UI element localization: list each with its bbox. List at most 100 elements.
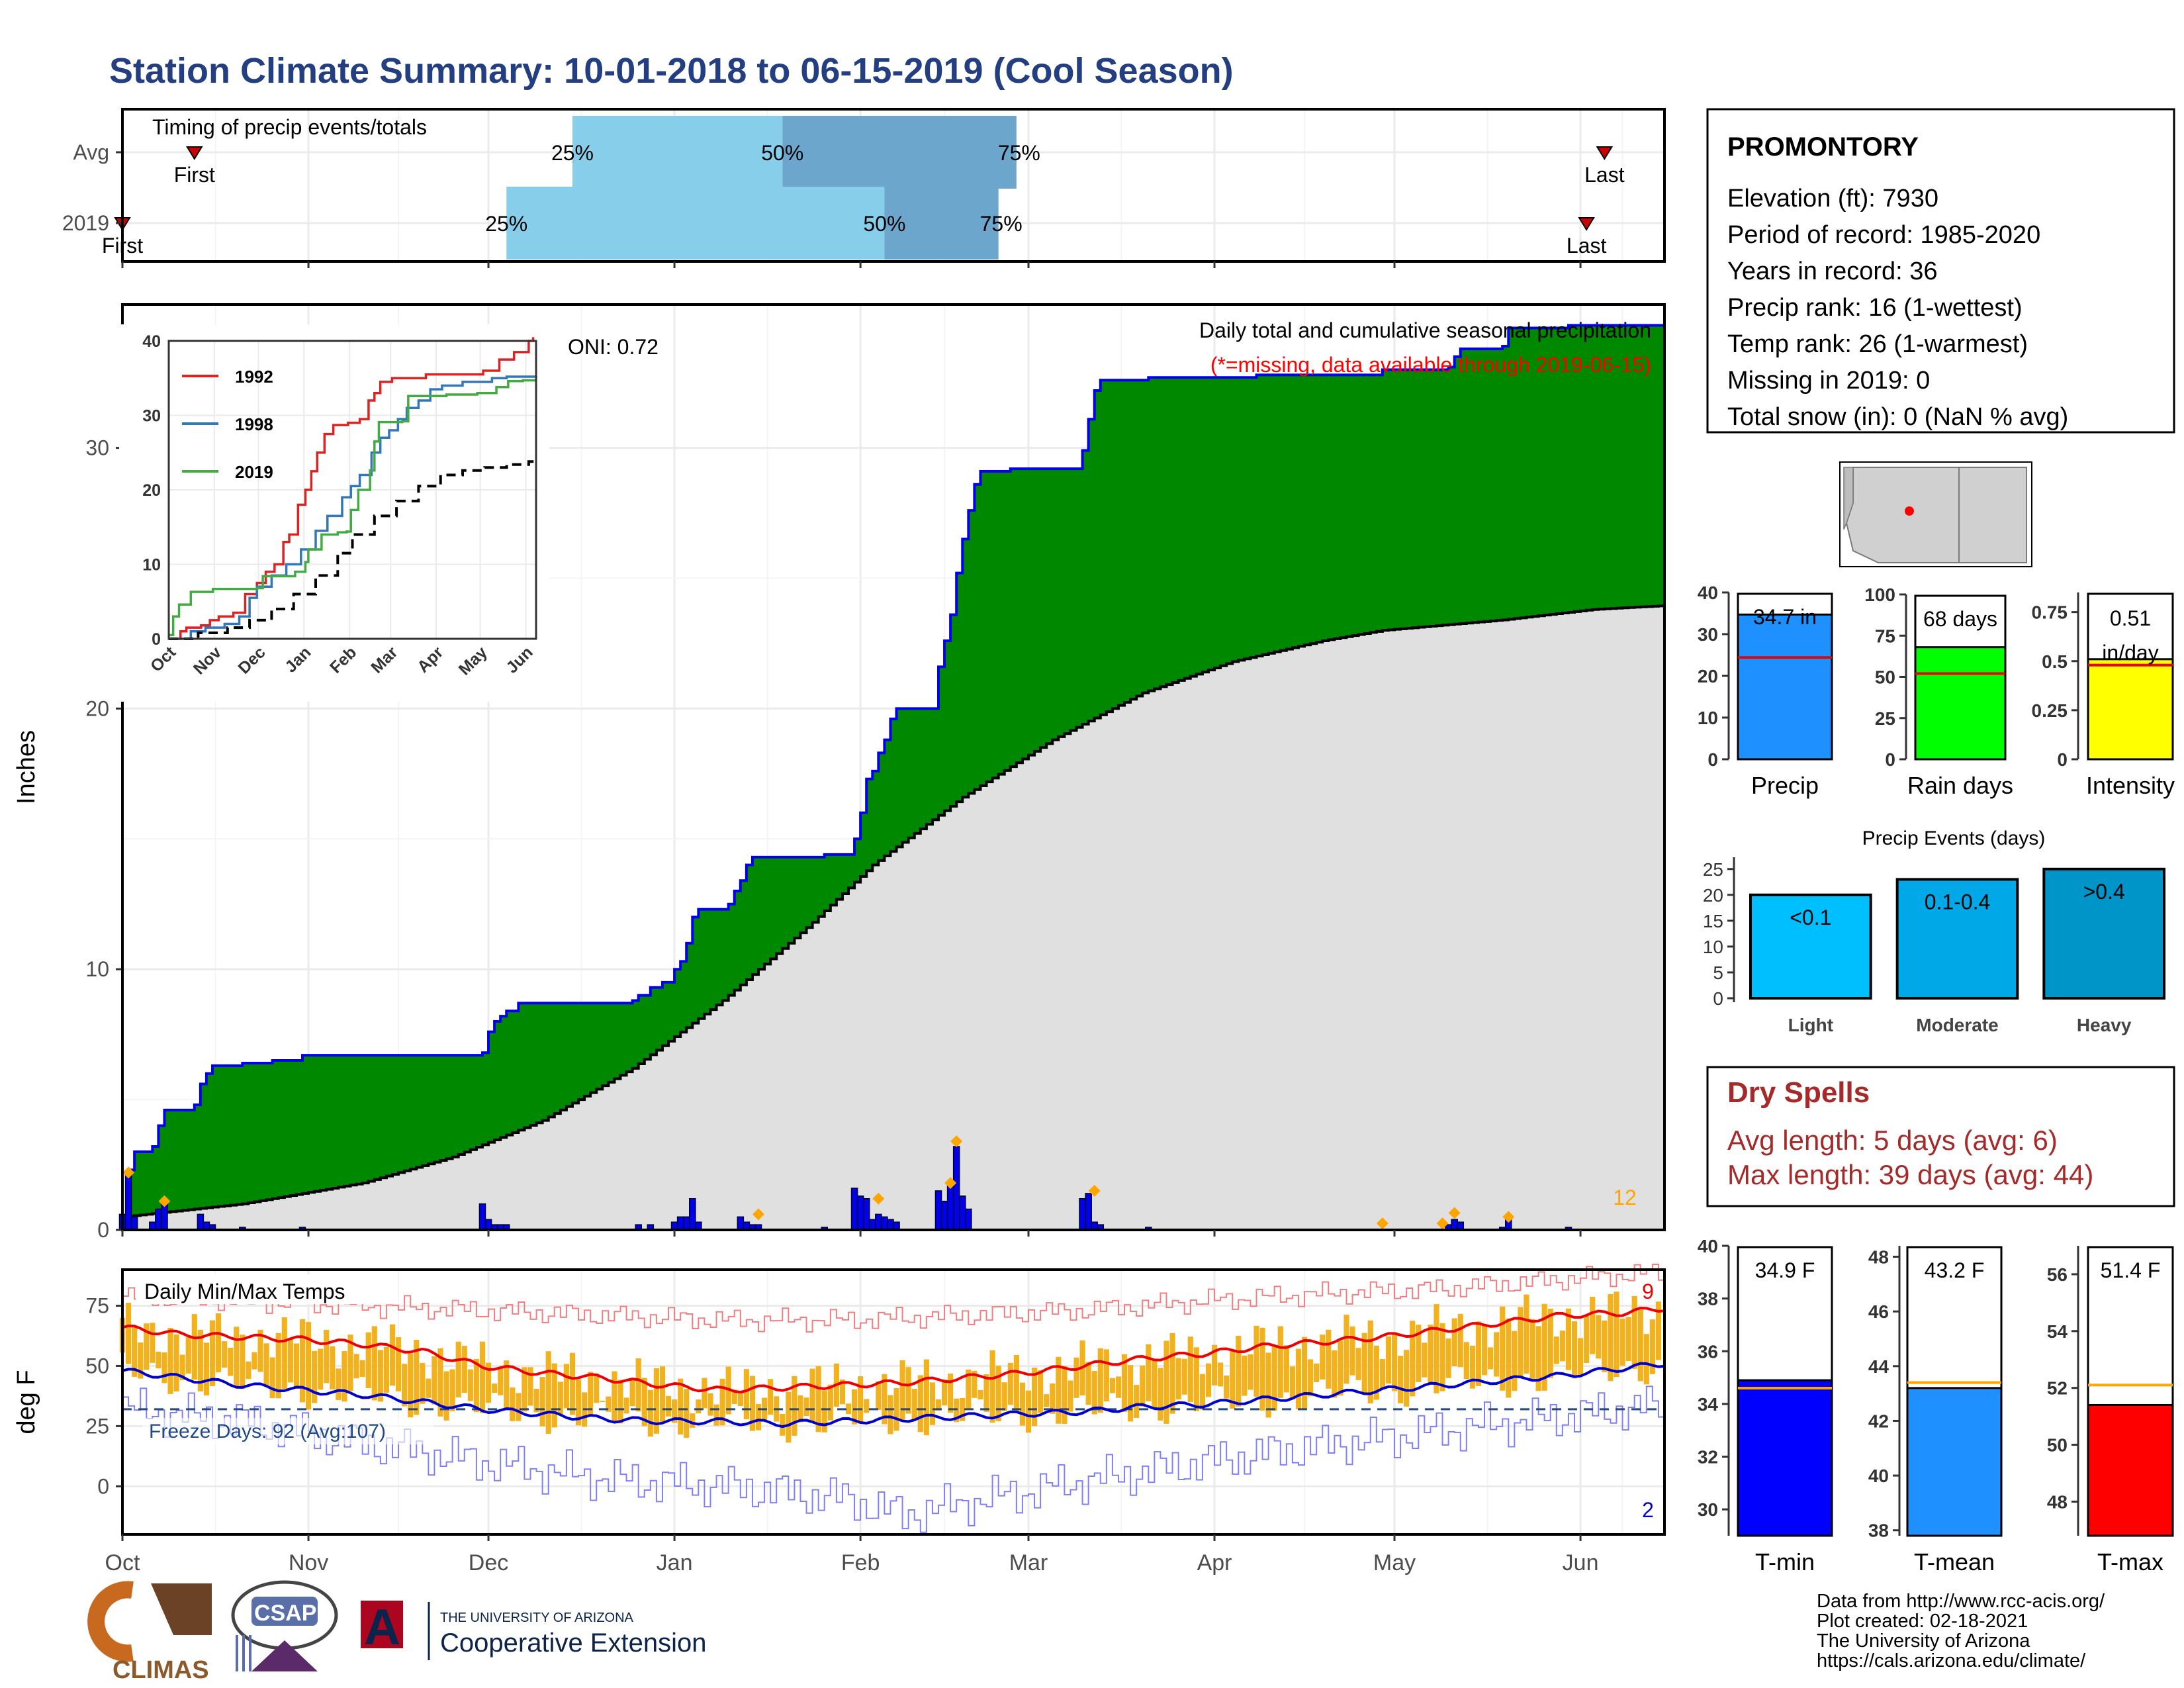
daily-temp-bar	[647, 1389, 653, 1437]
dry-spells-box: Dry Spells Avg length: 5 days (avg: 6)Ma…	[1706, 1066, 2175, 1207]
daily-precip-bar	[124, 1172, 132, 1231]
timing-marker-first	[186, 146, 203, 160]
events-title: Precip Events (days)	[1862, 827, 2046, 849]
daily-temp-bar	[1050, 1383, 1056, 1414]
daily-temp-bar	[1314, 1363, 1320, 1383]
daily-temp-bar	[1391, 1332, 1398, 1391]
stat-ytick-label: 20	[1698, 666, 1718, 686]
daily-temp-bar	[485, 1362, 492, 1403]
stat-name-label: Rain days	[1907, 772, 2013, 799]
temps-title: Daily Min/Max Temps	[144, 1280, 345, 1303]
daily-temp-bar	[1349, 1326, 1355, 1376]
daily-temp-bar	[1625, 1317, 1631, 1362]
daily-temp-bar	[132, 1327, 138, 1377]
daily-precip-marker	[1502, 1211, 1515, 1223]
timing-label-25: 25%	[551, 141, 594, 165]
timing-bar-50-75	[884, 187, 999, 259]
month-label: Nov	[289, 1550, 328, 1575]
timing-label-50: 50%	[761, 141, 803, 165]
freeze-label-bg	[142, 1418, 433, 1444]
state-outline-new-mexico	[1958, 467, 2027, 563]
daily-temp-bar	[156, 1351, 161, 1369]
stat-ytick-label: 52	[2047, 1378, 2068, 1399]
daily-temp-bar	[347, 1335, 353, 1391]
daily-temp-bar	[1547, 1308, 1553, 1378]
daily-temp-bar	[1211, 1344, 1218, 1385]
timing-marker-last	[1578, 217, 1595, 231]
daily-temp-bar	[672, 1399, 678, 1423]
daily-temp-bar	[144, 1323, 150, 1370]
daily-temp-bar	[1326, 1329, 1332, 1389]
daily-temp-bar	[1494, 1332, 1500, 1377]
daily-precip-bar	[130, 1216, 138, 1231]
daily-temp-bar	[1361, 1333, 1367, 1394]
daily-temp-bar	[516, 1393, 522, 1421]
daily-temp-bar	[1056, 1356, 1062, 1424]
daily-temp-bar	[755, 1404, 762, 1430]
stat-value-label: 43.2 F	[1925, 1258, 1985, 1282]
daily-precip-marker	[158, 1195, 171, 1207]
stat-name-label: T-min	[1755, 1548, 1815, 1575]
daily-temp-bar	[600, 1401, 606, 1403]
stat-bar-Rain days	[1914, 646, 2007, 761]
stat-bar-Intensity	[2087, 658, 2174, 761]
stat-ytick-label: 0	[1885, 749, 1895, 770]
daily-temp-bar	[1109, 1378, 1115, 1393]
daily-temp-bar	[228, 1347, 234, 1376]
stat-ytick-label: 48	[2047, 1491, 2068, 1512]
precip-frame	[121, 303, 1666, 1231]
daily-temp-bar	[557, 1382, 563, 1415]
daily-temp-bar	[1643, 1334, 1649, 1385]
month-label: Mar	[1009, 1550, 1048, 1575]
daily-temp-bar	[479, 1341, 486, 1413]
stat-value-label: 51.4 F	[2101, 1258, 2161, 1282]
daily-temp-bar	[281, 1317, 287, 1389]
daily-temp-bar	[1475, 1321, 1482, 1386]
record-low-count: 2	[1642, 1498, 1654, 1522]
record-min-line	[122, 1385, 1665, 1533]
stat-ytick-label: 48	[1868, 1247, 1889, 1268]
daily-temp-bar	[845, 1403, 852, 1415]
stat-bar-T-min	[1737, 1379, 1833, 1537]
stat-value-label: 68 days	[1923, 607, 1997, 631]
precip-title: Daily total and cumulative seasonal prec…	[1199, 318, 1651, 342]
logos: CLIMAS CSAP A THE UNIVERSITY OF ARIZONA …	[87, 1580, 706, 1684]
daily-temp-bar	[1404, 1350, 1410, 1407]
temps-ytick-label: 50	[85, 1354, 109, 1378]
university-of-arizona-logo: A THE UNIVERSITY OF ARIZONA Cooperative …	[361, 1599, 706, 1660]
daily-temp-bar	[1469, 1345, 1475, 1389]
daily-temp-bar	[1451, 1318, 1457, 1367]
daily-temp-bar	[1242, 1355, 1248, 1396]
daily-temp-bar	[1253, 1325, 1259, 1397]
stat-bar-T-mean	[1906, 1387, 2003, 1537]
daily-temp-bar	[1655, 1301, 1662, 1360]
daily-temp-bar	[1398, 1355, 1404, 1403]
daily-temp-bar	[1283, 1345, 1289, 1393]
footer-line: Data from http://www.rcc-acis.org/	[1817, 1591, 2105, 1612]
daily-temp-bar	[768, 1379, 774, 1415]
inset-ytick-label: 40	[142, 332, 161, 351]
events-bar-Moderate	[1895, 878, 2019, 1000]
daily-temp-bar	[402, 1364, 408, 1407]
daily-temp-bar	[1007, 1362, 1013, 1405]
daily-temp-bar	[1091, 1371, 1097, 1415]
daily-temp-bar	[1590, 1296, 1596, 1354]
stat-ytick-label: 44	[1868, 1356, 1889, 1377]
stat-ytick-label: 50	[1875, 667, 1895, 688]
daily-temp-bar	[246, 1361, 251, 1380]
daily-precip-bar	[881, 1216, 888, 1231]
daily-precip-marker	[1436, 1217, 1449, 1230]
daily-temp-bar	[917, 1375, 923, 1432]
daily-temp-bar	[1073, 1357, 1079, 1398]
events-ytick-label: 20	[1703, 885, 1723, 906]
daily-temp-bar	[1338, 1340, 1343, 1396]
daily-temp-bar	[707, 1393, 713, 1416]
daily-temp-bar	[1416, 1325, 1422, 1382]
daily-temp-bar	[1205, 1363, 1212, 1397]
daily-temp-bar	[1512, 1331, 1518, 1391]
daily-temp-bar	[167, 1328, 173, 1394]
daily-temp-bar	[1518, 1307, 1524, 1379]
freeze-label: Freeze Days: 92 (Avg:107)	[149, 1421, 386, 1442]
inset-line-1998	[169, 375, 537, 640]
